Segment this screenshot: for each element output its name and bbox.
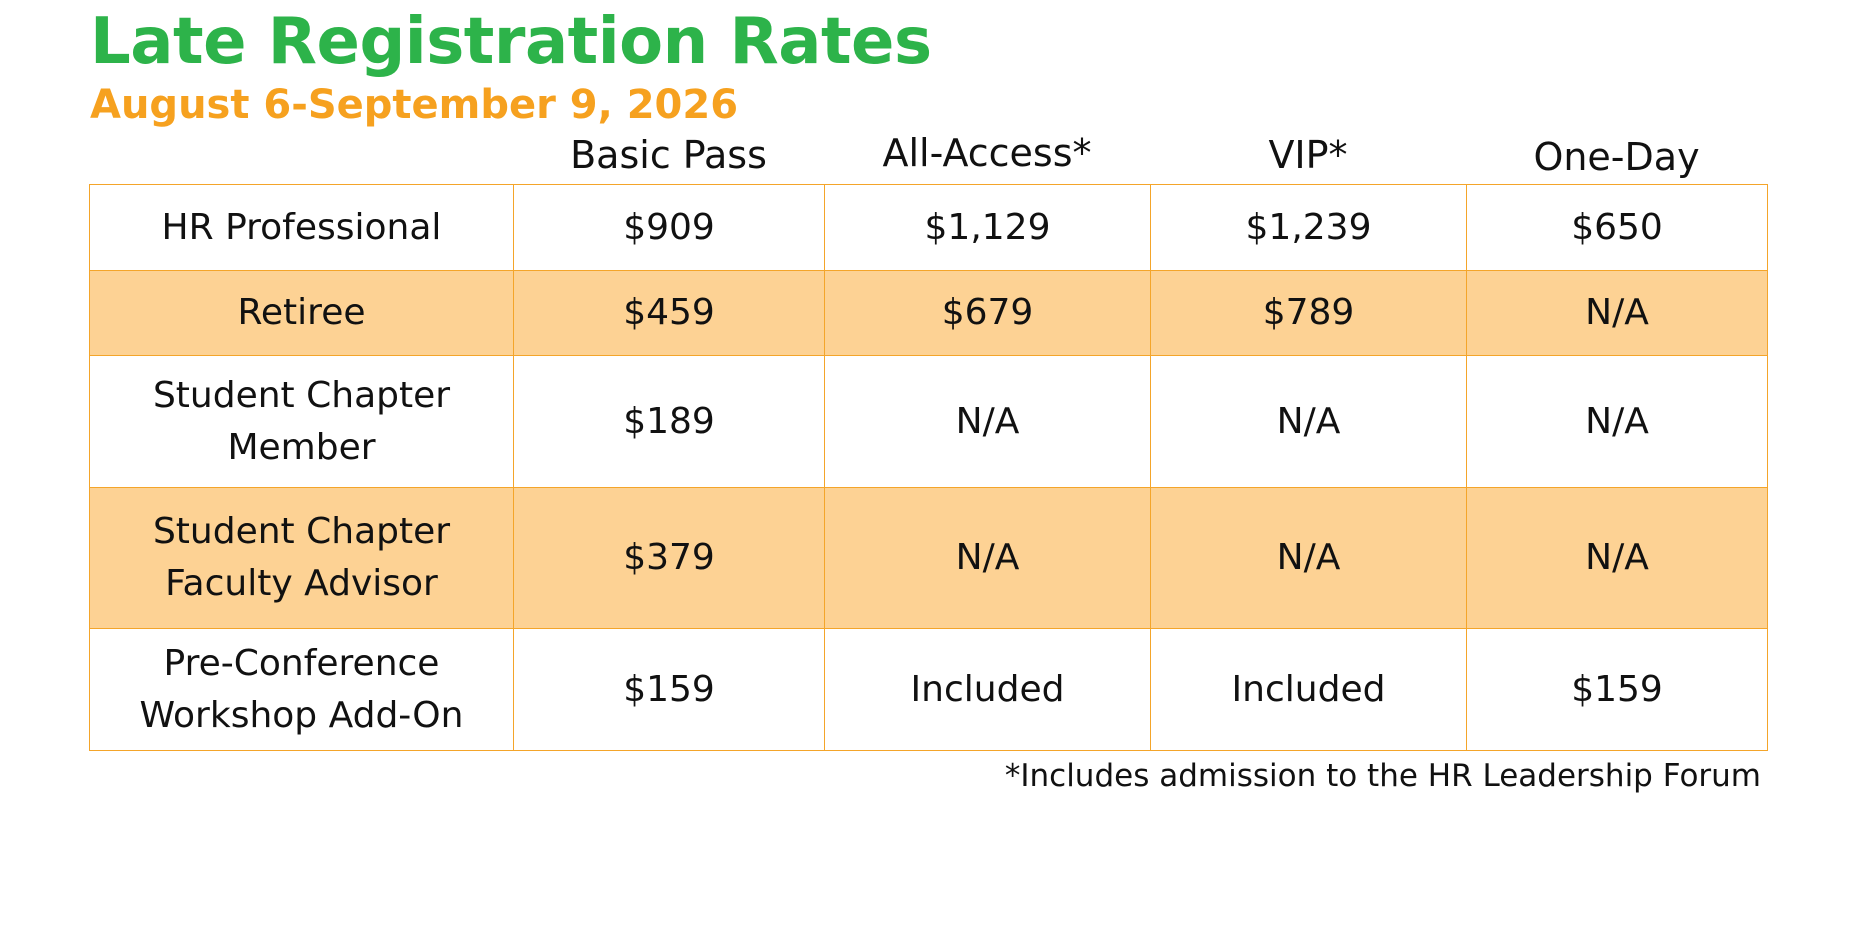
price-cell: Included [1150, 628, 1467, 751]
price-cell: $459 [513, 270, 825, 356]
price-cell: Included [824, 628, 1151, 751]
price-cell: $379 [513, 487, 825, 629]
price-cell: N/A [1466, 355, 1768, 488]
table-row: Retiree $459 $679 $789 N/A [89, 270, 1768, 356]
price-cell: N/A [1466, 487, 1768, 629]
price-cell: $650 [1466, 184, 1768, 271]
row-label-pre-conference-workshop: Pre-Conference Workshop Add-On [89, 628, 514, 751]
price-cell: N/A [1150, 355, 1467, 488]
page-title: Late Registration Rates [90, 5, 932, 79]
table-row: HR Professional $909 $1,129 $1,239 $650 [89, 184, 1768, 271]
rates-table: HR Professional $909 $1,129 $1,239 $650 … [89, 184, 1768, 751]
table-row: Student Chapter Faculty Advisor $379 N/A… [89, 487, 1768, 629]
row-label-student-chapter-member: Student Chapter Member [89, 355, 514, 488]
footnote: *Includes admission to the HR Leadership… [1004, 758, 1761, 794]
price-cell: $789 [1150, 270, 1467, 356]
column-header-basic-pass: Basic Pass [570, 133, 767, 177]
column-header-all-access: All-Access* [882, 131, 1092, 175]
column-header-one-day: One-Day [1533, 135, 1700, 179]
table-row: Pre-Conference Workshop Add-On $159 Incl… [89, 628, 1768, 751]
price-cell: $679 [824, 270, 1151, 356]
price-cell: $909 [513, 184, 825, 271]
row-label-student-chapter-faculty-advisor: Student Chapter Faculty Advisor [89, 487, 514, 629]
price-cell: N/A [1150, 487, 1467, 629]
table-row: Student Chapter Member $189 N/A N/A N/A [89, 355, 1768, 488]
date-range-subtitle: August 6-September 9, 2026 [90, 82, 739, 128]
price-cell: N/A [824, 487, 1151, 629]
price-cell: N/A [1466, 270, 1768, 356]
row-label-retiree: Retiree [89, 270, 514, 356]
price-cell: $1,129 [824, 184, 1151, 271]
price-cell: $159 [1466, 628, 1768, 751]
price-cell: $159 [513, 628, 825, 751]
column-header-vip: VIP* [1268, 133, 1348, 177]
row-label-hr-professional: HR Professional [89, 184, 514, 271]
price-cell: $1,239 [1150, 184, 1467, 271]
price-cell: N/A [824, 355, 1151, 488]
price-cell: $189 [513, 355, 825, 488]
